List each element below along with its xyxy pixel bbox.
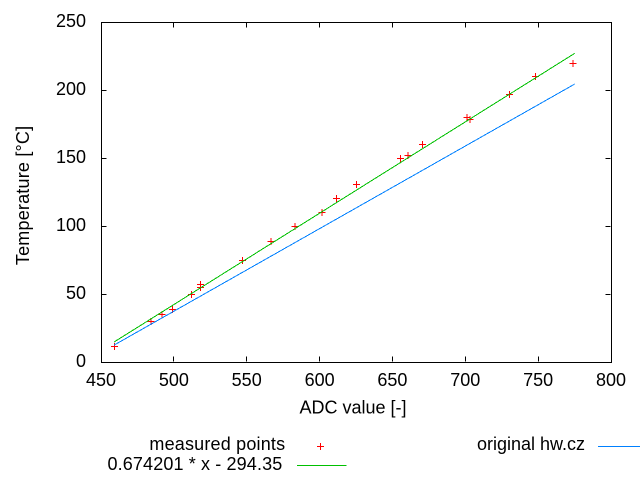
svg-text:ADC value [-]: ADC value [-]: [299, 398, 406, 418]
svg-text:150: 150: [56, 147, 86, 167]
svg-text:measured points: measured points: [149, 434, 285, 454]
svg-text:original hw.cz: original hw.cz: [477, 434, 585, 454]
svg-text:800: 800: [596, 370, 626, 390]
svg-text:550: 550: [232, 370, 262, 390]
svg-text:200: 200: [56, 79, 86, 99]
svg-text:50: 50: [66, 283, 86, 303]
svg-text:100: 100: [56, 215, 86, 235]
svg-text:450: 450: [86, 370, 116, 390]
svg-text:0: 0: [76, 351, 86, 371]
svg-text:750: 750: [523, 370, 553, 390]
svg-text:700: 700: [450, 370, 480, 390]
svg-text:250: 250: [56, 11, 86, 31]
svg-text:500: 500: [159, 370, 189, 390]
svg-text:650: 650: [377, 370, 407, 390]
svg-text:600: 600: [305, 370, 335, 390]
svg-text:0.674201 * x - 294.35: 0.674201 * x - 294.35: [108, 454, 283, 474]
svg-text:Temperature [°C]: Temperature [°C]: [13, 126, 33, 265]
